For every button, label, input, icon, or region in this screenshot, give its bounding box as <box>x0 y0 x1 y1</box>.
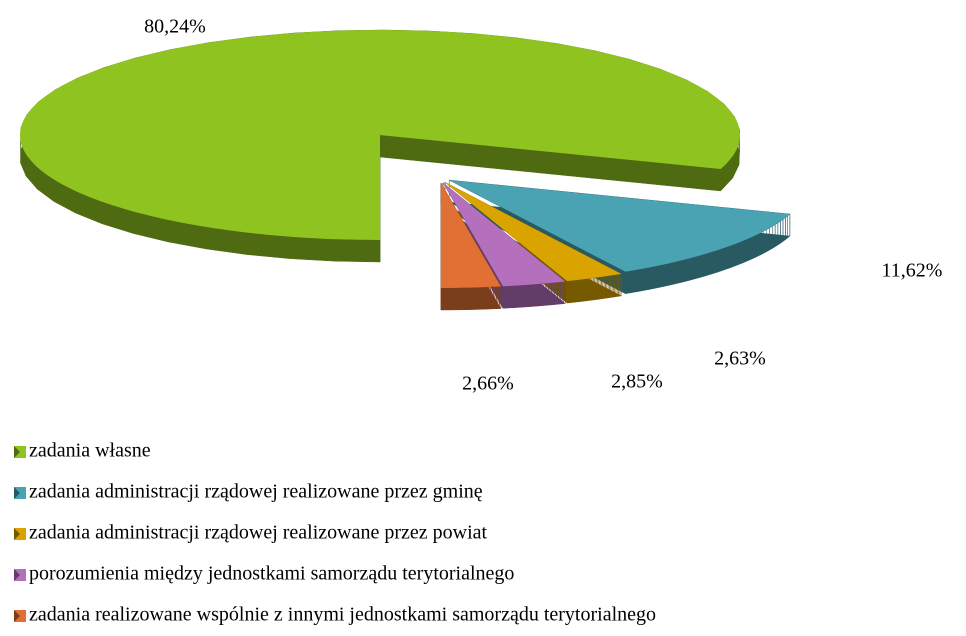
legend-label: zadania własne <box>29 440 151 462</box>
data-label: 2,85% <box>611 371 663 393</box>
slice <box>441 182 501 288</box>
slice <box>443 182 566 287</box>
legend-label: zadania administracji rządowej realizowa… <box>29 522 488 544</box>
legend-label: porozumienia między jednostkami samorząd… <box>29 563 514 585</box>
legend-swatch-shade <box>14 446 20 458</box>
legend-label: zadania administracji rządowej realizowa… <box>29 481 483 503</box>
data-label: 80,24% <box>144 16 206 38</box>
data-label: 2,66% <box>462 373 514 395</box>
data-label: 11,62% <box>882 260 943 282</box>
slice <box>444 182 622 282</box>
legend-swatch-shade <box>14 528 20 540</box>
slice <box>449 180 790 272</box>
legend-swatch-shade <box>14 610 20 622</box>
slice <box>20 30 741 240</box>
legend-swatch-shade <box>14 569 20 581</box>
legend-swatch-shade <box>14 487 20 499</box>
legend-label: zadania realizowane wspólnie z innymi je… <box>29 604 656 626</box>
data-label: 2,63% <box>714 348 766 370</box>
